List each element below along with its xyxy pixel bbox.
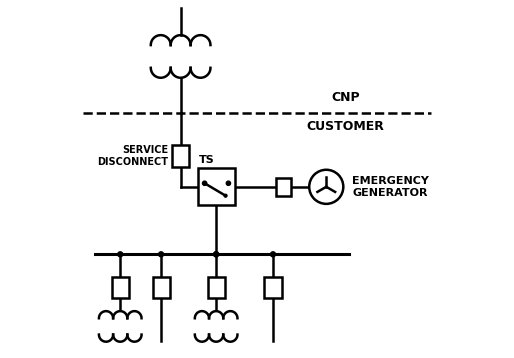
Circle shape bbox=[214, 252, 218, 257]
Text: TS: TS bbox=[199, 155, 215, 165]
Circle shape bbox=[118, 252, 123, 257]
Bar bbox=[112, 277, 129, 297]
Bar bbox=[208, 277, 225, 297]
Circle shape bbox=[226, 181, 231, 185]
Circle shape bbox=[309, 170, 343, 204]
Text: SERVICE
DISCONNECT: SERVICE DISCONNECT bbox=[98, 145, 169, 167]
Circle shape bbox=[159, 252, 163, 257]
Circle shape bbox=[224, 194, 227, 197]
Bar bbox=[265, 277, 282, 297]
Bar bbox=[172, 145, 189, 167]
Circle shape bbox=[203, 181, 207, 185]
Circle shape bbox=[214, 252, 218, 257]
Text: EMERGENCY
GENERATOR: EMERGENCY GENERATOR bbox=[352, 176, 429, 198]
Text: CNP: CNP bbox=[332, 91, 360, 105]
Bar bbox=[197, 168, 235, 205]
Circle shape bbox=[270, 252, 276, 257]
Bar bbox=[153, 277, 170, 297]
Text: CUSTOMER: CUSTOMER bbox=[307, 120, 385, 134]
Bar bbox=[276, 178, 291, 196]
